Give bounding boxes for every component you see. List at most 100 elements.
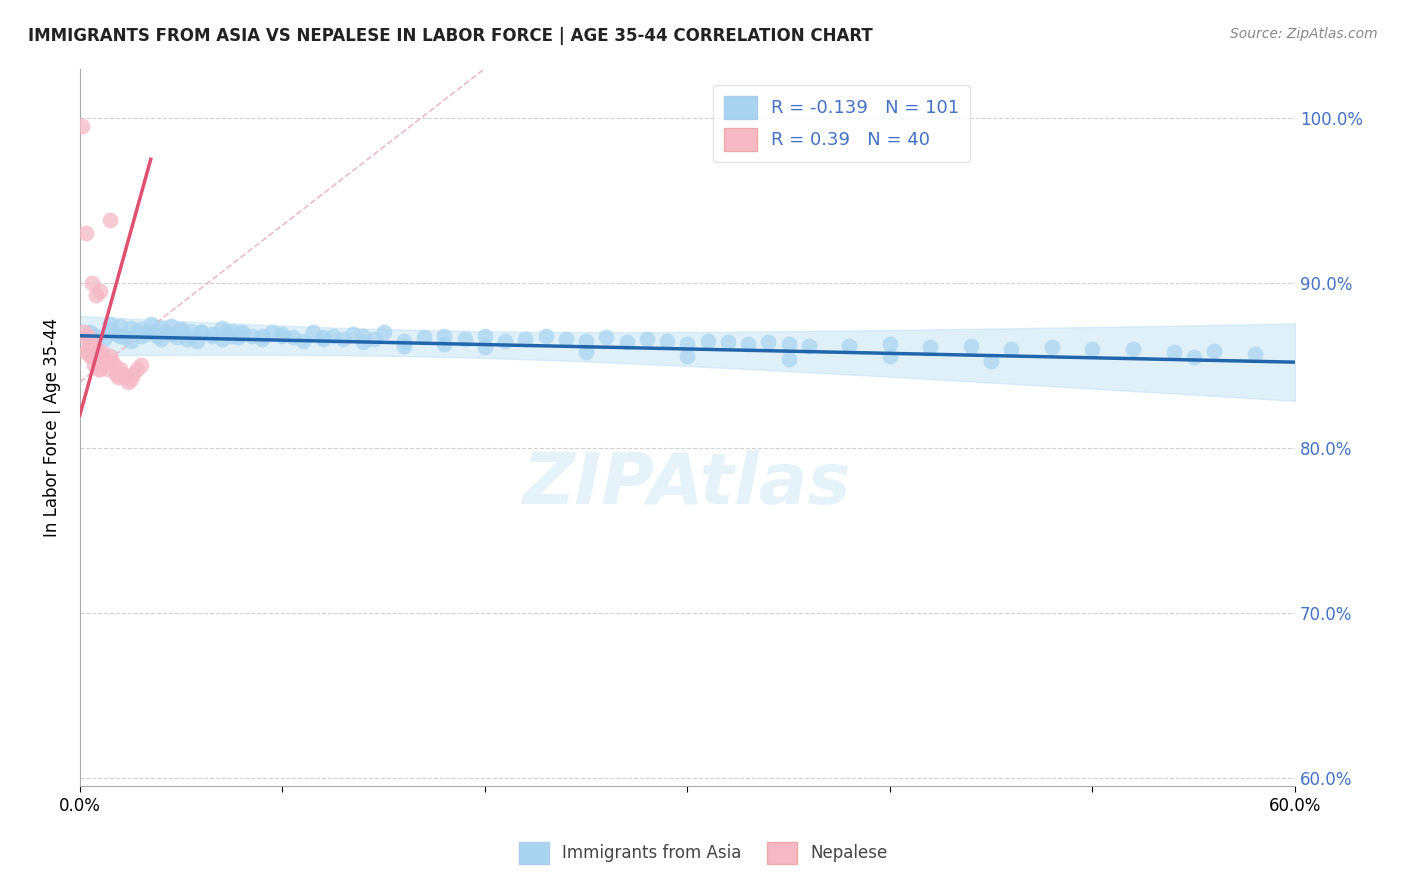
Point xyxy=(97,361,120,376)
Point xyxy=(352,328,374,343)
Point xyxy=(93,350,115,364)
Point xyxy=(79,349,101,363)
Point xyxy=(616,335,638,350)
Point xyxy=(636,332,658,346)
Point xyxy=(363,332,385,346)
Point xyxy=(474,340,496,354)
Point xyxy=(575,345,598,359)
Point xyxy=(75,227,97,241)
Point xyxy=(75,330,97,344)
Point xyxy=(1163,345,1185,359)
Point xyxy=(87,350,110,364)
Point xyxy=(125,326,148,340)
Point xyxy=(322,328,344,343)
Point xyxy=(98,317,121,331)
Point xyxy=(129,322,152,336)
Point xyxy=(89,361,111,376)
Point xyxy=(91,345,114,359)
Point xyxy=(433,337,456,351)
Point xyxy=(80,334,103,348)
Point xyxy=(373,326,395,340)
Point xyxy=(84,342,107,356)
Point xyxy=(262,326,284,340)
Point xyxy=(180,324,202,338)
Point xyxy=(98,349,121,363)
Point xyxy=(166,330,188,344)
Point xyxy=(70,120,93,134)
Point xyxy=(110,361,132,376)
Point xyxy=(332,332,354,346)
Point xyxy=(555,332,578,346)
Point xyxy=(657,334,679,348)
Point xyxy=(107,370,129,384)
Point xyxy=(595,330,617,344)
Point xyxy=(80,349,103,363)
Point xyxy=(1202,343,1225,358)
Point xyxy=(79,339,101,353)
Point xyxy=(231,327,253,342)
Point xyxy=(77,342,100,356)
Point xyxy=(221,324,243,338)
Point xyxy=(149,332,172,346)
Text: ZIPAtlas: ZIPAtlas xyxy=(523,450,852,519)
Point xyxy=(117,375,139,389)
Point xyxy=(226,330,249,344)
Point xyxy=(139,324,162,338)
Point xyxy=(103,359,125,373)
Point xyxy=(120,334,142,348)
Point xyxy=(1040,340,1063,354)
Point xyxy=(186,334,208,348)
Legend: R = -0.139   N = 101, R = 0.39   N = 40: R = -0.139 N = 101, R = 0.39 N = 40 xyxy=(713,85,970,161)
Point xyxy=(312,330,335,344)
Point xyxy=(180,328,202,343)
Point xyxy=(149,320,172,334)
Point xyxy=(879,337,901,351)
Point xyxy=(215,326,238,340)
Point xyxy=(433,328,456,343)
Point xyxy=(797,339,820,353)
Point xyxy=(120,372,142,386)
Point xyxy=(89,347,111,361)
Point xyxy=(110,318,132,333)
Point xyxy=(139,317,162,331)
Point xyxy=(125,361,148,376)
Point xyxy=(121,367,143,381)
Point xyxy=(474,328,496,343)
Y-axis label: In Labor Force | Age 35-44: In Labor Force | Age 35-44 xyxy=(44,318,60,537)
Point xyxy=(146,328,169,343)
Point xyxy=(84,328,107,343)
Point xyxy=(250,332,273,346)
Point xyxy=(112,370,135,384)
Point xyxy=(240,328,263,343)
Point xyxy=(534,328,557,343)
Point xyxy=(105,367,128,381)
Point xyxy=(120,320,142,334)
Point xyxy=(696,334,718,348)
Point xyxy=(717,335,740,350)
Point xyxy=(737,337,759,351)
Point xyxy=(342,327,364,342)
Text: IMMIGRANTS FROM ASIA VS NEPALESE IN LABOR FORCE | AGE 35-44 CORRELATION CHART: IMMIGRANTS FROM ASIA VS NEPALESE IN LABO… xyxy=(28,27,873,45)
Point xyxy=(291,334,314,348)
Point xyxy=(494,334,516,348)
Point xyxy=(129,328,152,343)
Point xyxy=(75,345,97,359)
Point xyxy=(83,359,105,373)
Point xyxy=(170,324,193,338)
Legend: Immigrants from Asia, Nepalese: Immigrants from Asia, Nepalese xyxy=(512,836,894,871)
Point xyxy=(413,330,436,344)
Point xyxy=(134,327,156,342)
Point xyxy=(111,367,134,381)
Point xyxy=(84,350,107,364)
Point xyxy=(221,328,243,343)
Point xyxy=(1182,350,1205,364)
Point xyxy=(153,326,176,340)
Point xyxy=(778,337,800,351)
Point xyxy=(352,335,374,350)
Point xyxy=(79,326,101,340)
Point xyxy=(312,332,335,346)
Point xyxy=(778,351,800,366)
Point xyxy=(392,334,415,348)
Point xyxy=(281,330,304,344)
Point xyxy=(98,322,121,336)
